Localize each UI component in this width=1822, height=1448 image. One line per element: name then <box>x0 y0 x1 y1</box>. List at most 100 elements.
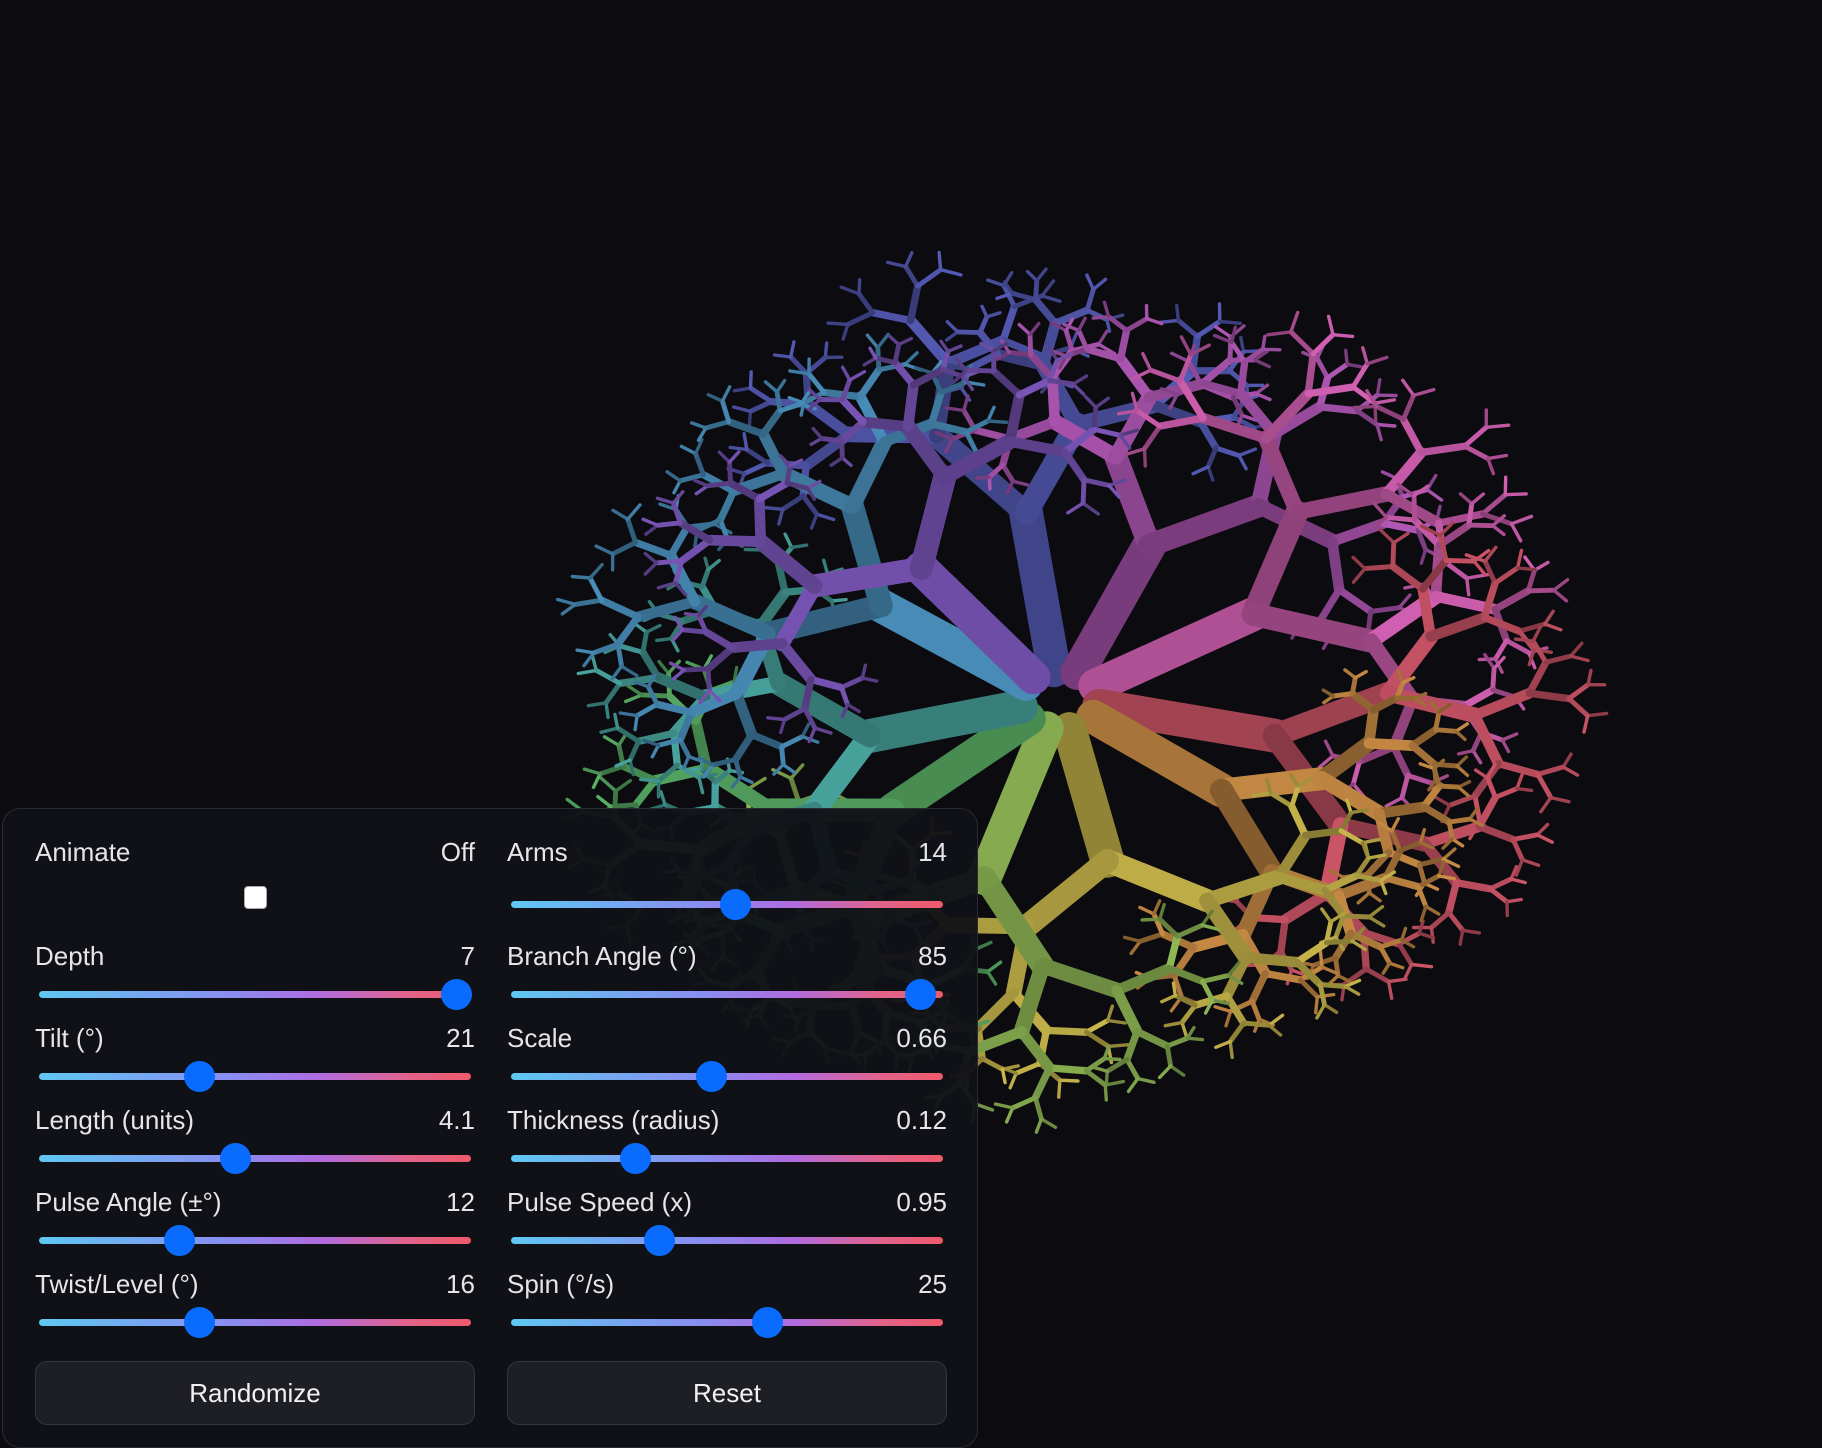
tree-branch <box>1083 480 1084 503</box>
tree-branch <box>1469 504 1472 525</box>
length-slider[interactable] <box>35 1135 475 1181</box>
tilt-slider-thumb[interactable] <box>184 1061 215 1092</box>
tree-branch <box>1403 419 1421 452</box>
tree-branch <box>1569 685 1588 699</box>
scale-slider-track <box>511 1073 943 1080</box>
tree-branch <box>744 463 767 474</box>
tree-branch <box>843 367 850 380</box>
length-slider-thumb[interactable] <box>220 1143 251 1174</box>
tree-branch <box>1226 1011 1231 1025</box>
tree-branch <box>958 332 980 333</box>
tree-branch <box>730 462 731 483</box>
tree-branch <box>1104 1059 1120 1060</box>
tree-branch <box>1035 1068 1049 1098</box>
tree-branch <box>862 678 876 681</box>
tree-branch <box>1390 963 1403 968</box>
tree-branch <box>1394 533 1408 542</box>
tree-branch <box>817 514 834 519</box>
tree-branch <box>1087 275 1094 289</box>
tree-branch <box>584 769 600 774</box>
tree-branch <box>592 655 596 671</box>
scale-slider[interactable] <box>507 1053 947 1099</box>
tree-branch <box>1426 906 1439 914</box>
tree-branch <box>1345 987 1358 995</box>
arms-label: Arms <box>507 837 568 867</box>
tree-branch <box>777 381 785 392</box>
tilt-slider[interactable] <box>35 1053 475 1099</box>
depth-slider[interactable] <box>35 971 475 1017</box>
tree-branch <box>1384 523 1418 530</box>
thickness-slider[interactable] <box>507 1135 947 1181</box>
branch-angle-slider[interactable] <box>507 971 947 1017</box>
tree-branch <box>1160 1066 1171 1078</box>
twist-slider[interactable] <box>35 1299 475 1345</box>
tree-branch <box>1493 526 1504 535</box>
tree-branch <box>657 639 672 641</box>
tree-branch <box>1003 465 1013 481</box>
tree-branch <box>941 270 961 275</box>
spin-slider[interactable] <box>507 1299 947 1345</box>
tree-branch <box>1292 806 1306 835</box>
tree-branch <box>737 694 752 735</box>
pulse-speed-slider-thumb[interactable] <box>644 1225 675 1256</box>
tree-branch <box>1367 357 1387 363</box>
tree-branch <box>1377 406 1404 419</box>
tree-branch <box>644 740 659 745</box>
tree-branch <box>1495 568 1518 583</box>
arms-slider[interactable] <box>507 881 947 927</box>
tree-branch <box>720 491 733 520</box>
tree-branch <box>792 545 807 547</box>
tree-branch <box>1036 281 1037 300</box>
tree-branch <box>1498 764 1537 775</box>
tree-branch <box>1377 425 1395 427</box>
tree-branch <box>1239 449 1256 455</box>
tree-branch <box>811 438 822 444</box>
tree-branch <box>785 709 805 720</box>
arms-slider-thumb[interactable] <box>720 889 751 920</box>
tree-branch <box>706 422 729 428</box>
animate-checkbox[interactable] <box>244 886 267 909</box>
tree-branch <box>620 646 643 652</box>
tree-branch <box>899 339 912 345</box>
tree-branch <box>1537 825 1547 835</box>
pulse-speed-slider[interactable] <box>507 1217 947 1263</box>
tree-branch <box>779 509 783 524</box>
tree-branch <box>980 317 987 333</box>
depth-slider-thumb[interactable] <box>441 979 472 1010</box>
tree-branch <box>686 614 699 616</box>
randomize-button[interactable]: Randomize <box>35 1361 475 1425</box>
reset-button[interactable]: Reset <box>507 1361 947 1425</box>
twist-value: 16 <box>446 1269 475 1299</box>
tree-branch <box>1003 307 1015 341</box>
pulse-angle-slider[interactable] <box>35 1217 475 1263</box>
tree-branch <box>594 774 601 788</box>
scale-slider-thumb[interactable] <box>696 1061 727 1092</box>
tree-branch <box>811 680 842 688</box>
tree-branch <box>832 600 846 601</box>
tree-branch <box>1036 1119 1041 1132</box>
tree-branch <box>848 313 873 325</box>
tree-branch <box>763 411 780 434</box>
tree-branch <box>853 507 882 606</box>
pulse-angle-slider-thumb[interactable] <box>164 1225 195 1256</box>
tree-branch <box>1086 1071 1105 1085</box>
tree-branch <box>1452 839 1462 846</box>
tree-branch <box>1457 757 1466 766</box>
tree-branch <box>1087 1021 1108 1033</box>
tree-branch <box>1545 611 1553 624</box>
tree-branch <box>1263 336 1265 349</box>
thickness-slider-thumb[interactable] <box>620 1143 651 1174</box>
tree-branch <box>708 669 709 691</box>
animate-control: Animate Off <box>35 837 475 941</box>
branch-angle-value: 85 <box>918 941 947 971</box>
tree-branch <box>575 600 601 604</box>
twist-slider-thumb[interactable] <box>184 1307 215 1338</box>
branch-angle-slider-thumb[interactable] <box>905 979 936 1010</box>
tree-branch <box>1389 982 1392 999</box>
tree-branch <box>1216 1042 1230 1048</box>
tree-branch <box>1107 320 1110 332</box>
tree-branch <box>791 342 794 357</box>
spin-slider-thumb[interactable] <box>752 1307 783 1338</box>
tree-branch <box>643 632 647 652</box>
tree-branch <box>683 630 707 632</box>
